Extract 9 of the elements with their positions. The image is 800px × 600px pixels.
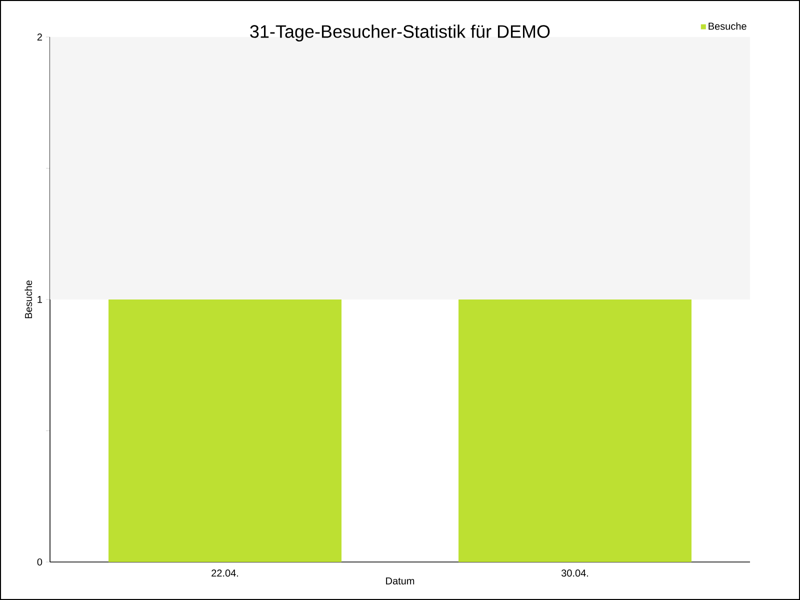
legend-label: Besuche <box>708 22 746 30</box>
y-tick-label: 2 <box>37 34 42 40</box>
y-tick-label: 0 <box>37 558 42 566</box>
x-axis-title: Datum <box>386 577 414 584</box>
chart-title: 31-Tage-Besucher-Statistik für DEMO <box>250 24 550 42</box>
y-tick-label: 1 <box>38 296 42 303</box>
y-axis-title: Besuche <box>24 280 32 318</box>
x-tick-label: 22.04. <box>212 570 238 577</box>
x-tick-label: 30.04. <box>561 570 588 577</box>
